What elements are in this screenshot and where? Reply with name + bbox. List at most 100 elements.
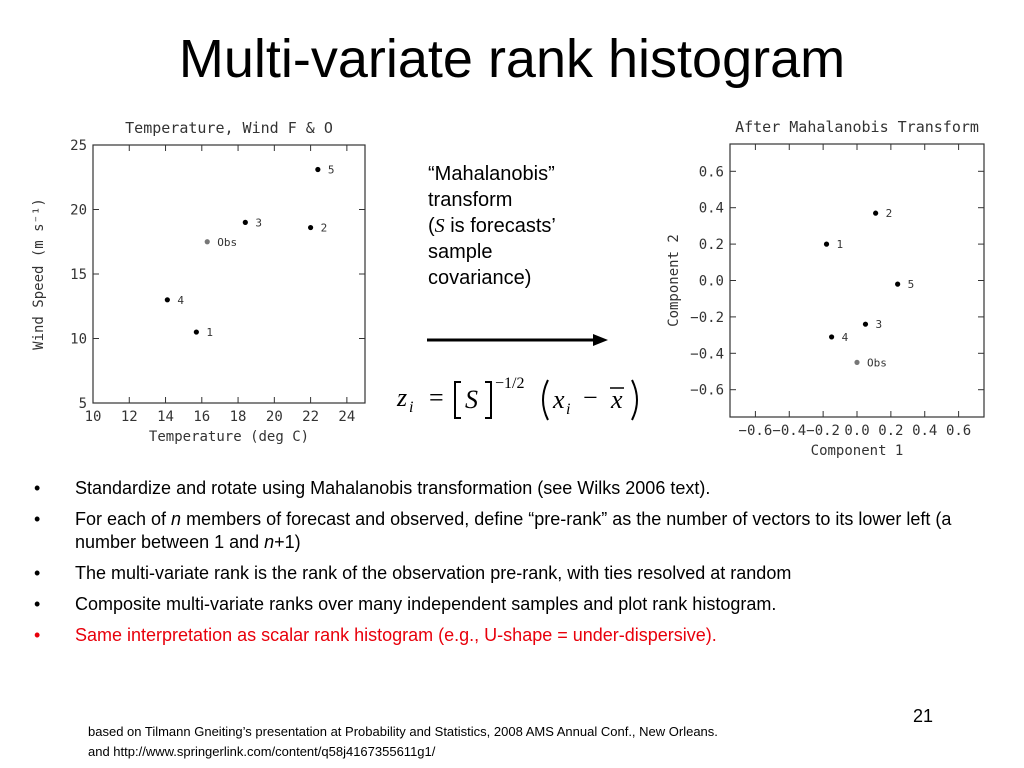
x-axis-label: Temperature (deg C)	[149, 429, 309, 445]
scatter-point	[204, 239, 210, 245]
scatter-point	[315, 166, 321, 173]
bullet-n2-italic: n	[264, 532, 275, 552]
chart-title: Temperature, Wind F & O	[125, 119, 333, 137]
bullet-item: • The multi-variate rank is the rank of t…	[30, 562, 990, 585]
slide-title: Multi-variate rank histogram	[178, 29, 846, 89]
scatter-plot-temperature-wind: Temperature, Wind F & O 10 12 14 16 18 20 22 24 5…	[30, 110, 380, 465]
x-tick-label: 0.6	[946, 423, 971, 439]
y-tick-label: 25	[70, 138, 87, 154]
y-tick-label: 0.4	[699, 201, 724, 217]
x-tick-label: 0.0	[844, 423, 869, 439]
y-tick-label: 5	[79, 396, 87, 412]
formula-equals: =	[429, 383, 444, 412]
x-tick-label: 22	[302, 409, 319, 425]
bullet-text-post: members of forecast and observed, define…	[75, 509, 952, 552]
scatter-point	[829, 334, 835, 340]
bullet-item: • For each of n members of forecast and o…	[30, 508, 990, 554]
x-tick-label: 20	[266, 409, 283, 425]
y-tick-label: 10	[70, 332, 87, 348]
formula-z: z	[396, 383, 407, 412]
transform-note-line1: “Mahalanobis”	[428, 163, 555, 185]
x-tick-label: 16	[193, 409, 210, 425]
y-tick-label: −0.2	[690, 310, 724, 326]
bullet-text-pre: For each of	[75, 509, 172, 529]
scatter-plot-svg-right: After Mahalanobis Transform−0.6 −0.4 −0.2 0…	[666, 118, 985, 459]
x-tick-label: 10	[85, 409, 102, 425]
transform-note-line3-rest: is forecasts’	[444, 215, 556, 237]
y-tick-label: 20	[70, 203, 87, 219]
bullet-text: The multi-variate rank is the rank of th…	[75, 563, 792, 583]
bullet-text-end: +1)	[274, 532, 301, 552]
scatter-point	[164, 297, 170, 303]
y-tick-label: 0.6	[699, 164, 724, 180]
point-label: 3	[255, 216, 262, 229]
x-tick-label: 0.4	[912, 423, 937, 439]
bullet-symbol: •	[34, 509, 41, 529]
bullet-text: Standardize and rotate using Mahalanobis…	[75, 478, 711, 498]
scatter-point	[895, 281, 901, 287]
point-label: 1	[837, 238, 844, 251]
transform-note-line5: covariance)	[428, 267, 532, 289]
bullet-symbol: •	[34, 563, 41, 583]
scatter-point	[242, 219, 248, 225]
bullet-symbol: •	[34, 594, 41, 614]
transform-note-line3: (S is forecasts’	[428, 213, 628, 239]
y-axis-label: Wind Speed (m s⁻¹)	[31, 198, 47, 350]
plot-frame	[92, 144, 366, 404]
point-label: Obs	[867, 356, 887, 369]
bullet-text: Composite multi-variate ranks over many …	[75, 594, 777, 614]
point-label: Obs	[217, 236, 237, 249]
x-tick-label: 14	[157, 409, 174, 425]
plot-frame	[729, 143, 985, 418]
scatter-point	[308, 224, 314, 231]
y-tick-label: 0.0	[699, 274, 724, 290]
y-tick-label: −0.6	[690, 383, 724, 399]
bullet-item: • Composite multi-variate ranks over many…	[30, 593, 990, 616]
y-tick-label: 15	[70, 267, 87, 283]
point-label: 4	[842, 331, 849, 344]
chart-title: After Mahalanobis Transform	[735, 118, 979, 136]
point-label: 5	[328, 164, 335, 177]
transform-note: “Mahalanobis” transform (S is forecasts’…	[428, 161, 628, 291]
point-label: 2	[886, 207, 893, 220]
arrow-right-icon	[427, 334, 608, 346]
footnote-line2: and http://www.springerlink.com/content/…	[88, 744, 436, 759]
transform-note-paren: (	[428, 215, 435, 237]
scatter-point	[823, 241, 830, 247]
y-axis-label: Component 2	[666, 234, 682, 327]
slide-number: 21	[913, 706, 934, 726]
formula-x: x	[552, 385, 565, 414]
formula-xbar: x	[610, 385, 623, 414]
x-tick-label: 12	[121, 409, 138, 425]
footnote-line1: based on Tilmann Gneiting’s presentation…	[88, 724, 718, 739]
bullet-item-highlight: • Same interpretation as scalar rank hist…	[30, 624, 990, 647]
x-tick-label: 0.2	[878, 423, 903, 439]
scatter-point	[854, 359, 860, 365]
y-tick-label: 0.2	[699, 237, 724, 253]
point-label: 5	[908, 278, 915, 291]
mahalanobis-formula: z i = S −1/2 x i − x	[396, 375, 638, 421]
formula-s: S	[465, 385, 478, 414]
x-tick-label: −0.4	[772, 423, 806, 439]
bullet-symbol: •	[34, 625, 41, 645]
scatter-point	[862, 321, 869, 327]
transform-note-s-symbol: S	[434, 215, 445, 237]
point-label: 3	[875, 318, 882, 331]
bullet-n-italic: n	[171, 509, 182, 529]
bullet-list: • Standardize and rotate using Mahalanobi…	[30, 477, 990, 655]
point-label: 1	[206, 326, 213, 339]
bullet-item: • Standardize and rotate using Mahalanobi…	[30, 477, 990, 500]
formula-z-subscript: i	[409, 399, 413, 416]
formula-x-subscript: i	[566, 401, 570, 418]
x-tick-label: 18	[230, 409, 247, 425]
transform-note-line2: transform	[428, 189, 513, 211]
formula-minus: −	[583, 383, 598, 412]
x-tick-label: −0.6	[739, 423, 773, 439]
formula-exponent: −1/2	[495, 375, 524, 392]
scatter-plot-svg-left: Temperature, Wind F & O10 12 14 16 18 20 22 245…	[31, 119, 366, 445]
point-label: 2	[321, 222, 328, 235]
point-label: 4	[177, 294, 184, 307]
scatter-point	[873, 210, 879, 216]
footnote: based on Tilmann Gneiting’s presentation…	[88, 722, 918, 762]
scatter-point	[193, 329, 199, 335]
